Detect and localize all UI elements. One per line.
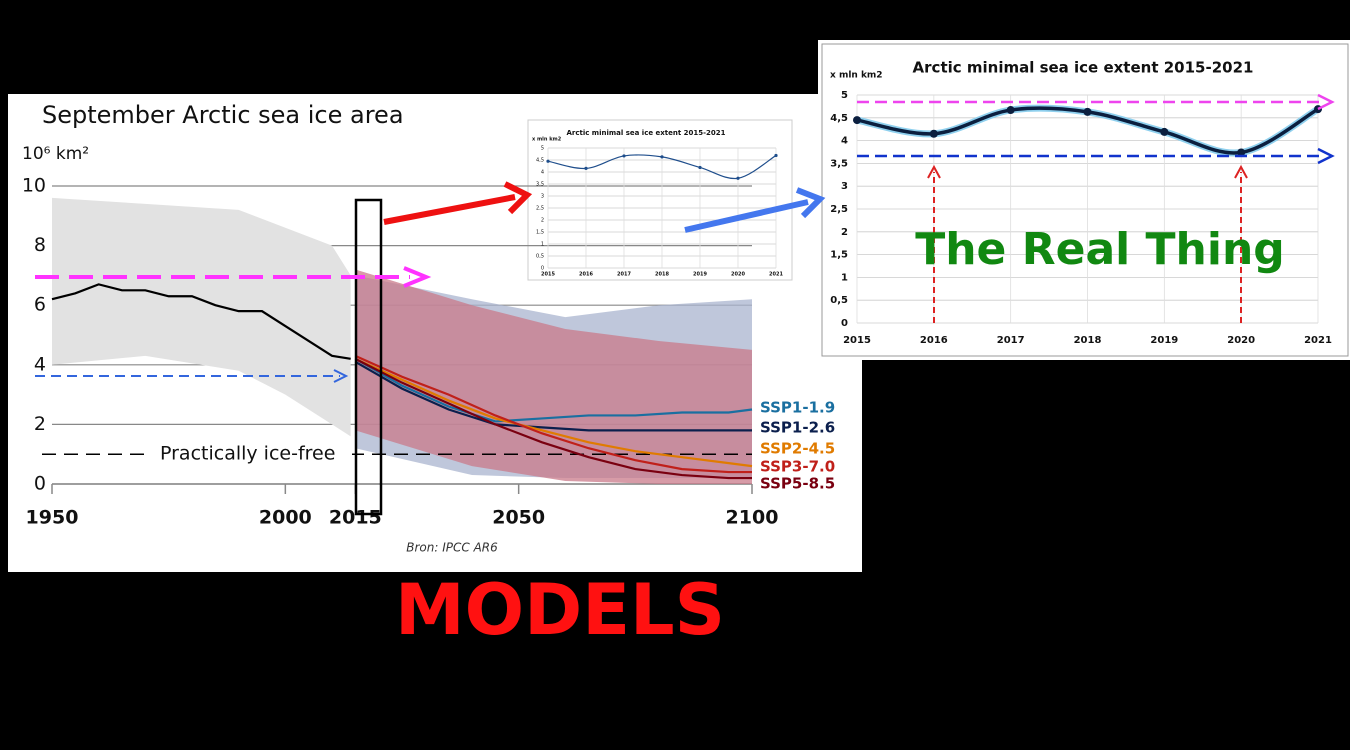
y-axis-label: 10⁶ km² — [22, 144, 89, 164]
y-tick-label: 1,5 — [830, 250, 848, 261]
y-tick-label: 0 — [841, 318, 848, 329]
series-line — [354, 357, 752, 480]
y-tick-label: 4 — [541, 170, 544, 176]
y-tick-label: 0 — [34, 473, 46, 495]
y-axis-label: x mln km2 — [532, 137, 562, 143]
ice-free-label-bg — [150, 441, 352, 468]
x-tick-label: 2019 — [693, 272, 707, 278]
chart-title: Arctic minimal sea ice extent 2015-2021 — [566, 129, 725, 137]
y-tick-label: 0,5 — [536, 254, 544, 260]
highlight-box — [354, 198, 383, 516]
x-tick-label: 2016 — [579, 272, 593, 278]
inset-blue-head — [1317, 147, 1335, 165]
y-axis-label: x mln km2 — [830, 71, 883, 81]
y-tick-label: 4 — [34, 353, 46, 375]
data-point — [1006, 106, 1015, 115]
x-tick-label: 2019 — [1150, 335, 1178, 346]
legend-label: SSP2-4.5 — [760, 440, 835, 458]
x-tick-label: 2100 — [726, 507, 779, 529]
x-tick-label: 2050 — [492, 507, 545, 529]
data-point — [622, 154, 626, 158]
x-tick-label: 2017 — [617, 272, 631, 278]
data-point — [698, 165, 702, 170]
ice-free-label: Practically ice-free — [160, 443, 335, 465]
chart-title: September Arctic sea ice area — [42, 101, 404, 129]
y-tick-label: 5 — [841, 90, 848, 101]
x-tick-label: 2000 — [259, 507, 312, 529]
y-tick-label: 3,5 — [536, 182, 544, 188]
y-tick-label: 5 — [541, 146, 544, 152]
red-arrow — [383, 194, 516, 225]
x-tick-label: 2021 — [769, 272, 783, 278]
data-point — [546, 159, 550, 163]
inset-red-2016-head — [927, 164, 941, 179]
series-line — [354, 357, 753, 468]
small-inset-panel — [527, 119, 793, 281]
y-tick-label: 1 — [841, 272, 848, 283]
blue-arrow — [684, 199, 809, 233]
y-tick-label: 3 — [841, 181, 848, 192]
data-point — [736, 176, 740, 180]
blue-arrow-head — [795, 187, 826, 219]
y-tick-label: 2 — [541, 218, 544, 224]
x-tick-label: 2017 — [997, 335, 1025, 346]
x-tick-label: 2021 — [1304, 335, 1332, 346]
y-tick-label: 0,5 — [830, 295, 848, 306]
y-tick-label: 3,5 — [830, 158, 848, 169]
series-line — [354, 360, 752, 432]
y-tick-label: 1 — [541, 242, 544, 248]
data-point — [929, 129, 938, 138]
x-tick-label: 2018 — [1074, 335, 1102, 346]
red-arrow-head — [503, 181, 533, 215]
legend-label: SSP5-8.5 — [760, 475, 835, 493]
legend-label: SSP1-1.9 — [760, 399, 835, 417]
y-tick-label: 2,5 — [536, 206, 544, 212]
models-label: MODELS — [395, 569, 725, 651]
inset-magenta-head — [1317, 93, 1335, 111]
y-tick-label: 8 — [34, 234, 46, 256]
data-point — [584, 166, 588, 170]
x-tick-label: 2020 — [1227, 335, 1255, 346]
x-tick-label: 2018 — [655, 272, 669, 278]
blue-arrow-head — [333, 369, 349, 383]
legend-label: SSP3-7.0 — [760, 458, 835, 476]
chart-title: Arctic minimal sea ice extent 2015-2021 — [913, 59, 1254, 77]
series-line — [354, 354, 752, 474]
source: Bron: IPCC AR6 — [406, 541, 498, 555]
x-tick-label: 2015 — [329, 507, 382, 529]
charts: September Arctic sea ice area 10⁶ km² 0 2 4 6… — [22, 59, 1332, 555]
overlays: The Real Thing MODELS — [35, 93, 1335, 651]
y-tick-label: 10 — [22, 175, 46, 197]
data-point — [774, 153, 778, 158]
y-tick-label: 0 — [541, 266, 544, 272]
real-thing-label: The Real Thing — [915, 224, 1285, 275]
y-tick-label: 4,5 — [830, 113, 848, 124]
magenta-arrow-head — [403, 266, 432, 288]
data-point — [853, 116, 861, 125]
y-tick-label: 4,5 — [536, 158, 544, 164]
x-tick-label: 1950 — [26, 507, 79, 529]
x-tick-label: 2020 — [731, 272, 745, 278]
y-tick-label: 2,5 — [830, 204, 848, 215]
data-point — [660, 155, 664, 159]
inset-red-2020-head — [1234, 164, 1248, 179]
series-line — [354, 357, 753, 423]
x-tick-label: 2015 — [843, 335, 871, 346]
series-line — [51, 283, 351, 360]
y-tick-label: 6 — [34, 294, 46, 316]
data-point — [1237, 148, 1246, 157]
large-inset-panel — [818, 40, 1350, 360]
legend-label: SSP1-2.6 — [760, 419, 835, 437]
data-point — [1160, 127, 1169, 136]
y-tick-label: 4 — [841, 136, 848, 147]
x-tick-label: 2015 — [541, 272, 555, 278]
y-tick-label: 2 — [841, 227, 848, 238]
y-tick-label: 2 — [34, 413, 46, 435]
x-tick-label: 2016 — [920, 335, 948, 346]
y-tick-label: 1,5 — [536, 230, 544, 236]
data-point — [1083, 107, 1092, 116]
y-tick-label: 3 — [541, 194, 544, 200]
